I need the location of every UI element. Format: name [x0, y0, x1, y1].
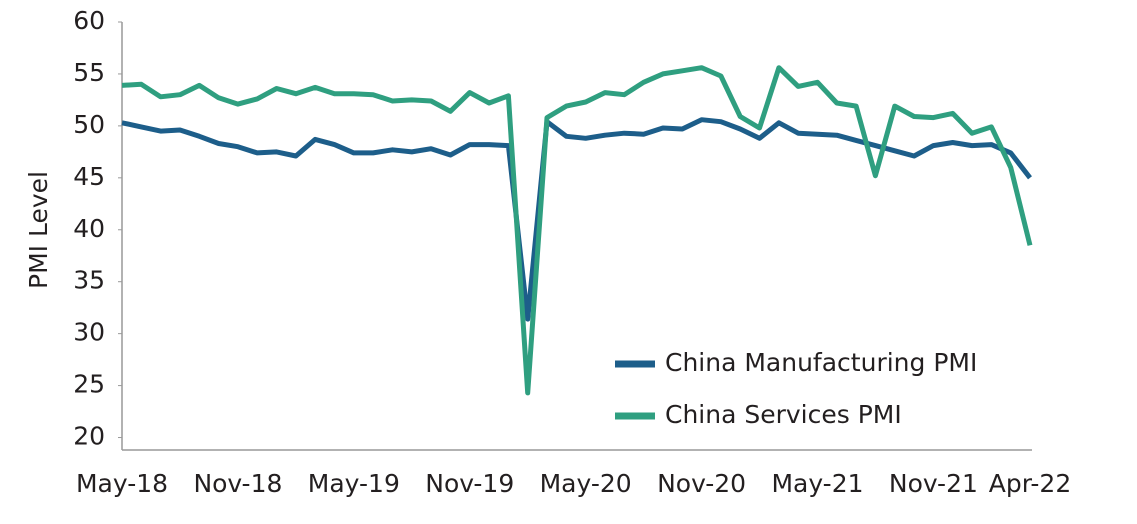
x-tick-label: Nov-19	[425, 469, 514, 498]
legend-label: China Services PMI	[665, 400, 902, 429]
y-tick-label: 30	[73, 318, 105, 347]
y-tick-label: 45	[73, 162, 105, 191]
series-line	[121, 117, 1032, 322]
y-tick-label: 40	[73, 214, 105, 243]
y-axis-label: PMI Level	[24, 171, 53, 289]
x-tick-label: Nov-18	[193, 469, 282, 498]
x-tick-label: May-21	[771, 469, 863, 498]
y-tick-label: 35	[73, 266, 105, 295]
y-tick-label: 60	[73, 6, 105, 35]
y-tick-label: 55	[73, 58, 105, 87]
x-tick-label: May-20	[540, 469, 632, 498]
x-tick-label: Apr-22	[989, 469, 1071, 498]
series-line	[121, 65, 1033, 396]
y-tick-label: 25	[73, 370, 105, 399]
y-tick-label: 50	[73, 110, 105, 139]
y-tick-label: 20	[73, 422, 105, 451]
x-tick-label: May-18	[76, 469, 168, 498]
x-tick-label: May-19	[308, 469, 400, 498]
x-tick-label: Nov-21	[889, 469, 978, 498]
x-tick-label: Nov-20	[657, 469, 746, 498]
legend-label: China Manufacturing PMI	[665, 348, 977, 377]
